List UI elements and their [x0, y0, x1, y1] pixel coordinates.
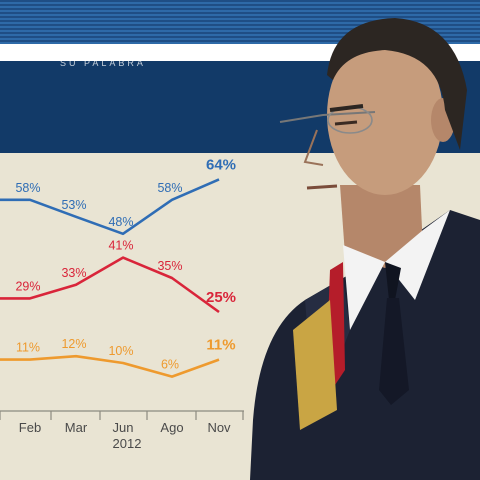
data-label: 41%: [108, 239, 133, 253]
data-label: 33%: [61, 266, 86, 280]
header-text: SU PALABRA: [60, 58, 146, 68]
data-label: 58%: [15, 181, 40, 195]
x-tick-label: Nov: [207, 420, 231, 435]
data-label: 48%: [108, 215, 133, 229]
x-tick-label: Feb: [19, 420, 41, 435]
data-label: 53%: [61, 198, 86, 212]
series-line: [0, 354, 220, 378]
data-label: 12%: [61, 337, 86, 351]
x-tick-label: Mar: [65, 420, 88, 435]
approval-line-chart: Feb Mar Jun Ago Nov 2012 58% 53% 48% 58% 64% 29% 33%…: [0, 156, 244, 451]
data-label: 11%: [206, 337, 235, 354]
x-tick-label: Jun: [113, 420, 134, 435]
data-label: 10%: [108, 344, 133, 358]
data-label: 25%: [206, 289, 236, 306]
x-axis-year-label: 2012: [113, 436, 142, 451]
data-label: 58%: [157, 181, 182, 195]
series-line: [0, 256, 220, 314]
data-label: 35%: [157, 259, 182, 273]
data-label: 29%: [15, 279, 40, 293]
data-label: 11%: [16, 341, 40, 355]
portrait-image: [250, 18, 480, 480]
data-label: 6%: [161, 358, 179, 372]
data-label: 64%: [206, 156, 236, 173]
x-tick-label: Ago: [160, 420, 183, 435]
series-line: [0, 178, 220, 236]
